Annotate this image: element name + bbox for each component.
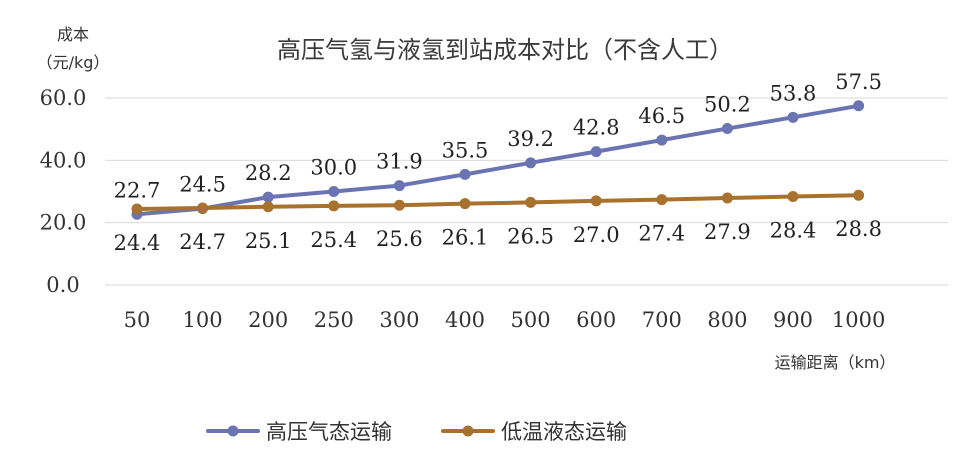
x-tick-label: 400 [445, 308, 485, 332]
data-point [197, 202, 209, 214]
y-axis-label-line2: （元/kg） [37, 53, 110, 72]
weibo-logo-icon [10, 447, 38, 467]
data-point [393, 180, 405, 192]
data-label: 28.4 [770, 218, 817, 242]
data-point [721, 192, 733, 204]
data-point [525, 196, 537, 208]
data-point [525, 157, 537, 169]
y-tick-label: 0.0 [46, 273, 79, 297]
y-axis-ticks: 0.0 20.0 40.0 60.0 [40, 86, 87, 297]
data-point [262, 191, 274, 203]
x-axis-label: 运输距离（km） [775, 353, 896, 372]
data-point [590, 195, 602, 207]
series-line [135, 193, 861, 211]
data-label: 24.5 [179, 173, 226, 197]
legend: 高压气态运输 低温液态运输 [206, 420, 627, 444]
x-tick-label: 300 [379, 308, 419, 332]
chart-title: 高压气氢与液氢到站成本对比（不含人工） [277, 36, 733, 64]
y-tick-label: 60.0 [40, 86, 87, 110]
x-tick-label: 100 [183, 308, 223, 332]
data-label: 30.0 [310, 156, 357, 180]
series-line [135, 103, 861, 217]
data-point [721, 123, 733, 135]
data-label: 50.2 [704, 93, 751, 117]
data-label: 31.9 [376, 150, 423, 174]
legend-label: 高压气态运输 [266, 420, 392, 444]
legend-label: 低温液态运输 [501, 420, 627, 444]
y-tick-label: 40.0 [40, 148, 87, 172]
y-tick-label: 20.0 [40, 211, 87, 235]
data-label: 28.2 [245, 161, 292, 185]
data-label: 25.6 [376, 227, 423, 251]
data-point [328, 186, 340, 197]
watermark: 大数跨境 [10, 447, 100, 467]
data-label: 53.8 [770, 81, 817, 105]
data-label: 27.4 [638, 222, 685, 246]
data-point [787, 111, 799, 123]
x-tick-label: 600 [576, 308, 616, 332]
data-label: 22.7 [114, 178, 161, 202]
x-tick-label: 50 [124, 308, 151, 332]
data-label: 24.7 [179, 230, 226, 254]
data-point [459, 198, 471, 210]
data-point [262, 201, 274, 213]
x-tick-label: 800 [707, 308, 747, 332]
data-label: 35.5 [442, 138, 489, 162]
data-label: 57.5 [835, 70, 882, 94]
data-point [131, 203, 143, 215]
data-label: 39.2 [507, 127, 554, 151]
x-tick-label: 250 [314, 308, 354, 332]
series-layer [131, 100, 865, 220]
data-label: 26.1 [442, 226, 489, 250]
data-point [853, 189, 865, 201]
data-label: 27.0 [573, 223, 620, 247]
data-label: 26.5 [507, 224, 554, 248]
x-axis-ticks: 50 100 200 250 300 400 500 600 700 800 900 1000 [124, 308, 886, 332]
data-point [787, 190, 799, 202]
data-label: 24.4 [114, 231, 161, 255]
data-label: 46.5 [638, 104, 685, 128]
watermark-text: 大数跨境 [44, 450, 100, 466]
data-point [656, 134, 668, 146]
data-labels: 22.7 24.5 28.2 30.0 31.9 35.5 39.2 42.8 46.5 50.2… [114, 70, 882, 255]
data-label: 28.8 [835, 217, 882, 241]
x-tick-label: 900 [773, 308, 813, 332]
x-tick-label: 200 [248, 308, 288, 332]
data-point [590, 146, 602, 158]
data-point [328, 200, 340, 212]
data-point [853, 100, 865, 112]
y-axis-label-line1: 成本 [57, 25, 89, 44]
data-point [393, 199, 405, 211]
data-label: 25.4 [310, 228, 357, 252]
data-label: 25.1 [245, 229, 292, 253]
data-label: 27.9 [704, 220, 751, 244]
data-label: 42.8 [573, 116, 620, 140]
legend-swatch-marker [227, 425, 239, 437]
legend-swatch-marker [462, 425, 474, 437]
x-tick-label: 700 [642, 308, 682, 332]
data-point [459, 168, 471, 180]
data-point [656, 194, 668, 206]
x-tick-label: 1000 [832, 308, 885, 332]
x-tick-label: 500 [511, 308, 551, 332]
